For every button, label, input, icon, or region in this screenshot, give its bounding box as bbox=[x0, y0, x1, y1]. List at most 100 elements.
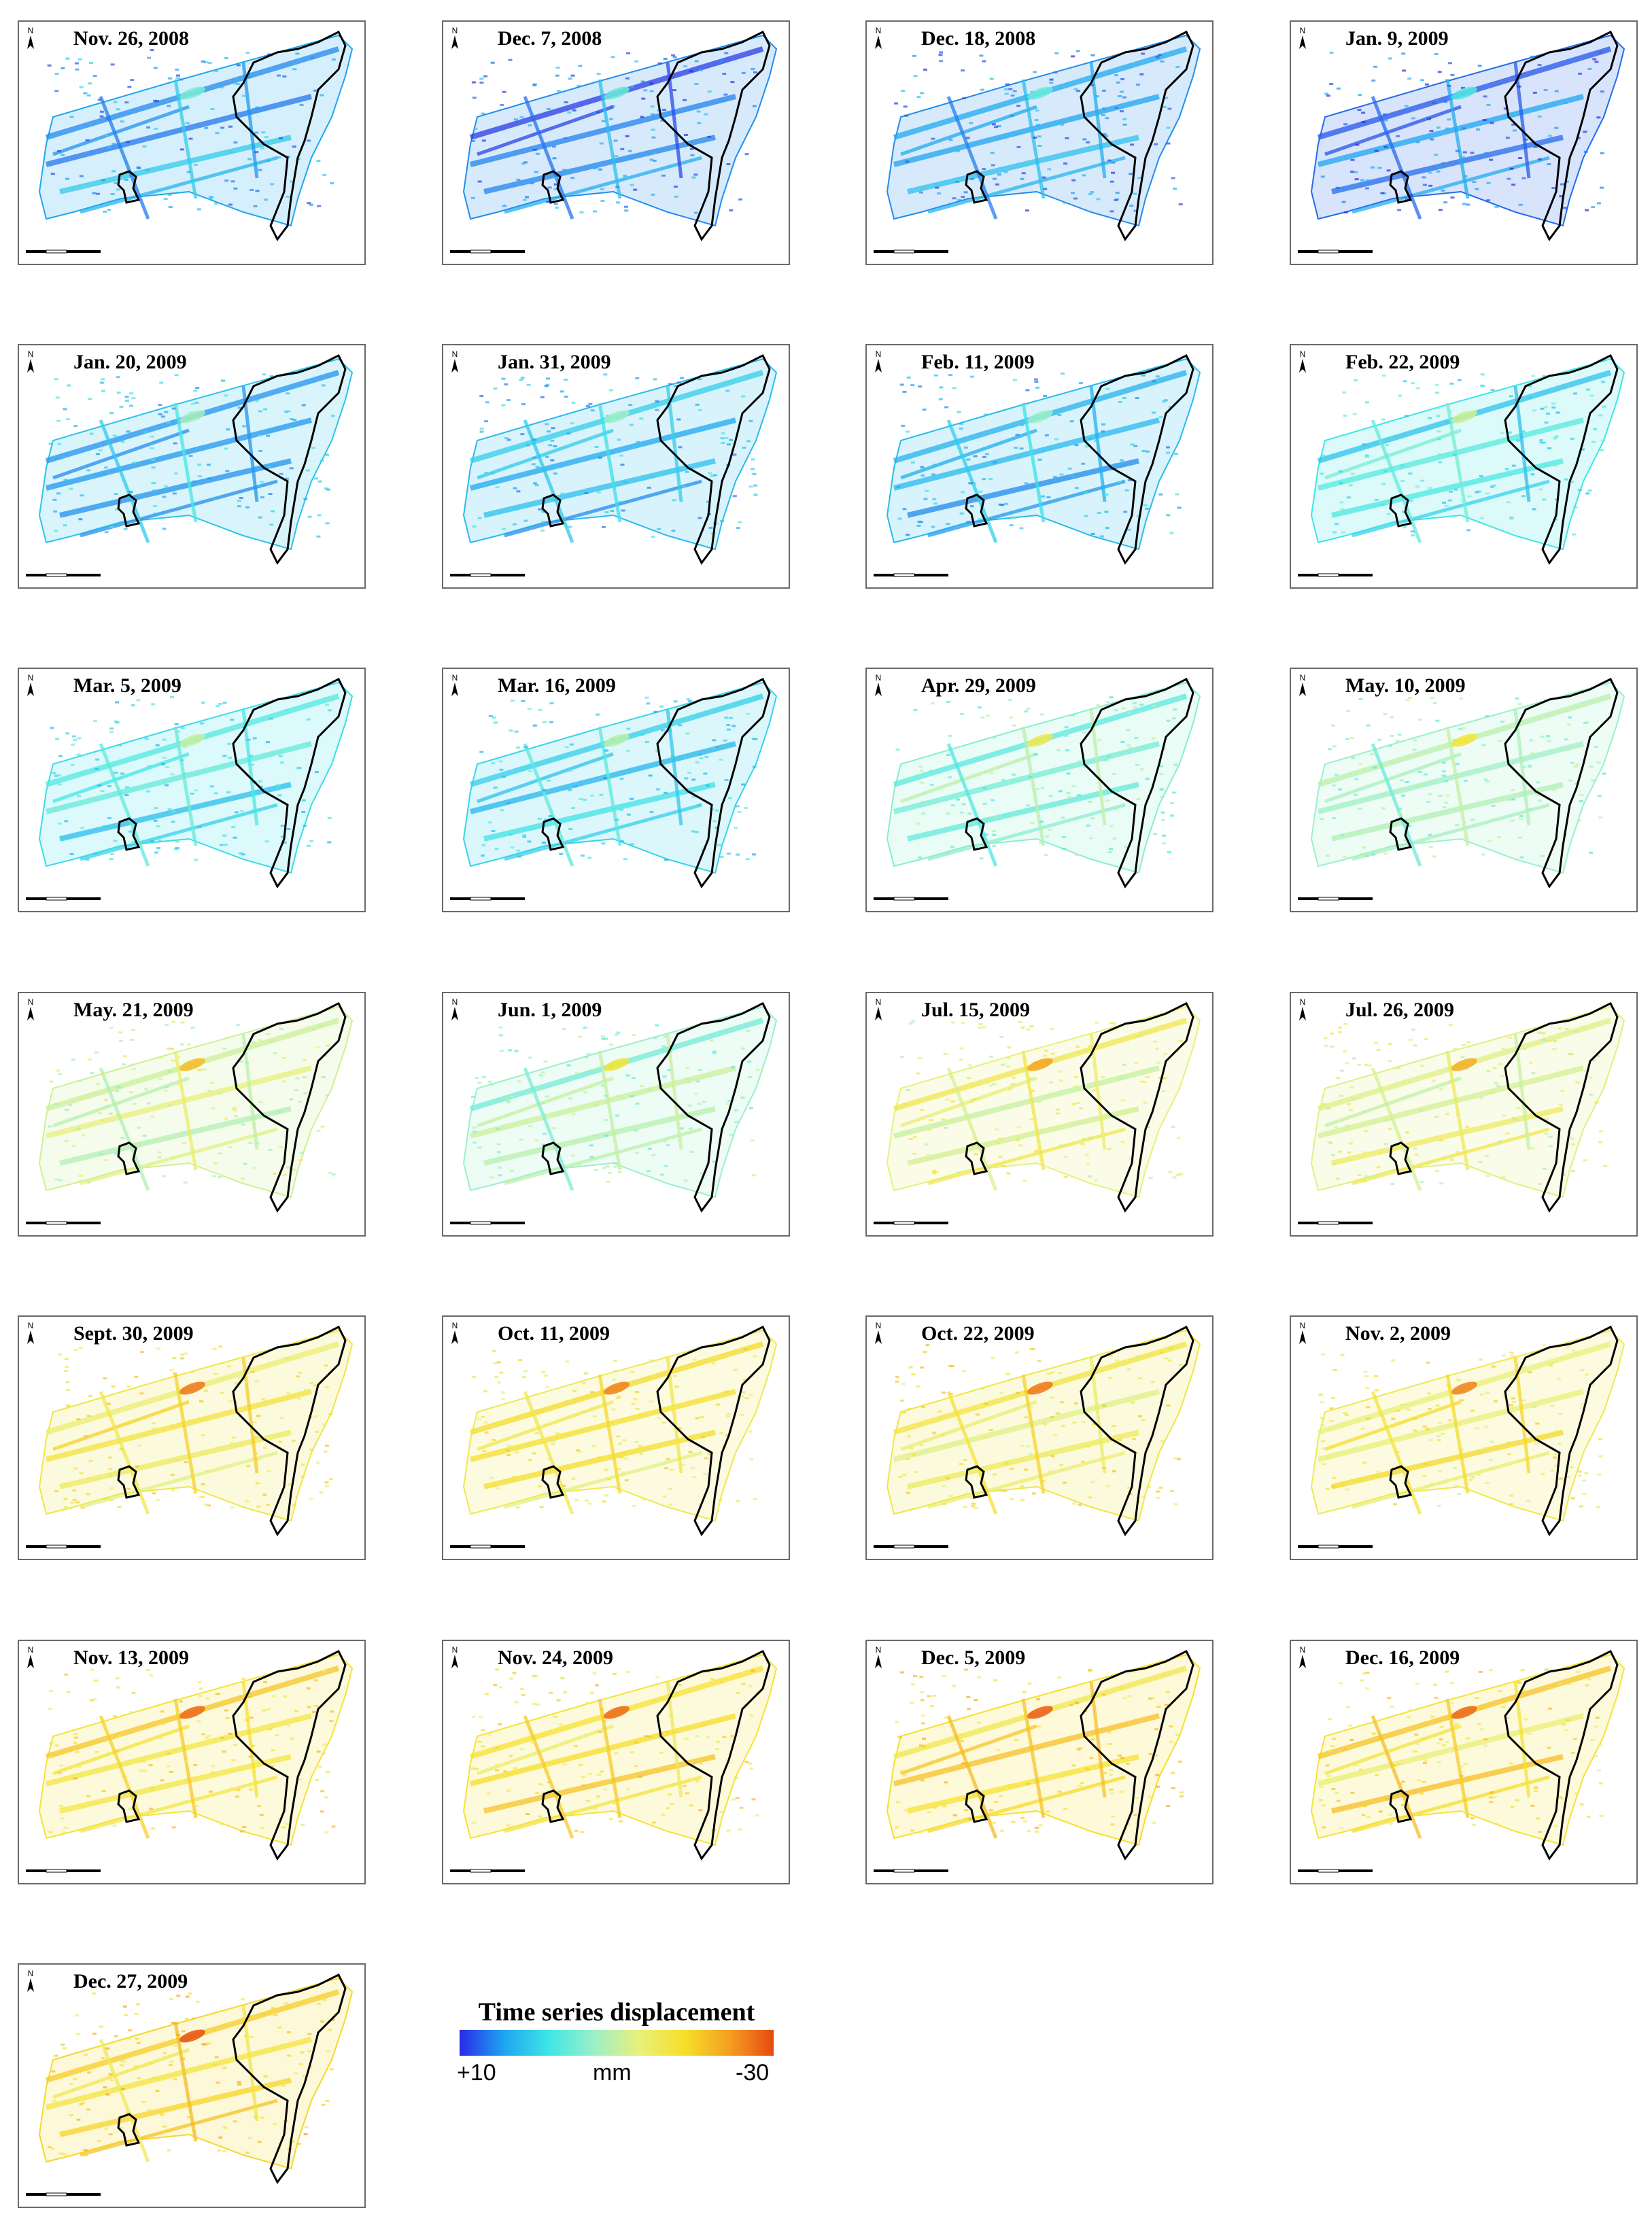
displacement-point bbox=[1322, 1826, 1326, 1829]
displacement-point bbox=[86, 1181, 91, 1184]
displacement-point bbox=[1567, 1683, 1571, 1685]
displacement-point bbox=[1345, 1748, 1349, 1750]
displacement-point bbox=[207, 464, 211, 466]
displacement-point bbox=[1364, 1175, 1369, 1177]
displacement-point bbox=[122, 1776, 127, 1778]
runway-segment bbox=[946, 1067, 998, 1191]
displacement-point bbox=[1105, 117, 1109, 120]
displacement-point bbox=[109, 1499, 114, 1502]
displacement-point bbox=[1133, 702, 1137, 704]
displacement-point bbox=[931, 1431, 936, 1434]
displacement-point bbox=[1600, 152, 1604, 154]
displacement-point bbox=[553, 1715, 557, 1718]
displacement-point bbox=[520, 1688, 524, 1691]
runway-segment bbox=[523, 1067, 574, 1191]
displacement-point bbox=[1039, 842, 1043, 844]
runway-segment bbox=[1021, 1374, 1046, 1494]
displacement-point bbox=[1537, 799, 1542, 802]
displacement-point bbox=[1034, 119, 1039, 121]
displacement-point bbox=[222, 2067, 227, 2069]
displacement-point bbox=[931, 1169, 936, 1172]
displacement-point bbox=[75, 2014, 80, 2017]
displacement-point bbox=[587, 1502, 592, 1505]
displacement-point bbox=[968, 482, 973, 485]
displacement-point bbox=[1362, 1180, 1367, 1183]
displacement-point bbox=[918, 765, 923, 768]
displacement-point bbox=[1585, 209, 1589, 211]
displacement-point bbox=[208, 1791, 213, 1793]
displacement-point bbox=[1328, 1749, 1332, 1752]
displacement-point bbox=[562, 1485, 566, 1487]
displacement-point bbox=[1553, 1040, 1557, 1043]
displacement-point bbox=[175, 840, 180, 843]
displacement-point bbox=[1575, 763, 1580, 766]
displacement-point bbox=[1126, 1823, 1131, 1826]
displacement-point bbox=[1086, 141, 1090, 143]
displacement-point bbox=[521, 1693, 526, 1696]
displacement-point bbox=[111, 1385, 116, 1387]
displacement-point bbox=[325, 1094, 329, 1097]
displacement-point bbox=[1004, 1461, 1009, 1464]
displacement-point bbox=[1109, 180, 1114, 183]
displacement-point bbox=[258, 780, 262, 782]
displacement-point bbox=[495, 1763, 499, 1766]
displacement-point bbox=[71, 1144, 76, 1147]
displacement-point bbox=[115, 1086, 120, 1088]
displacement-point bbox=[961, 1762, 965, 1765]
displacement-point bbox=[1466, 1041, 1471, 1043]
displacement-point bbox=[1020, 1445, 1025, 1447]
displacement-point bbox=[1512, 1400, 1517, 1403]
displacement-point bbox=[1123, 511, 1128, 513]
displacement-point bbox=[87, 1058, 92, 1061]
displacement-point bbox=[509, 1755, 513, 1757]
displacement-point bbox=[1357, 1174, 1362, 1176]
runway-segment bbox=[241, 62, 259, 179]
displacement-point bbox=[257, 2141, 262, 2143]
displacement-point bbox=[68, 1104, 73, 1106]
displacement-point bbox=[1485, 1481, 1490, 1484]
displacement-point bbox=[303, 498, 308, 500]
displacement-point bbox=[1547, 163, 1551, 165]
displacement-point bbox=[188, 1993, 192, 1995]
displacement-point bbox=[1341, 201, 1346, 203]
displacement-point bbox=[1524, 1718, 1528, 1721]
displacement-point bbox=[103, 1099, 108, 1101]
displacement-point bbox=[1084, 491, 1088, 494]
displacement-point bbox=[131, 397, 136, 400]
displacement-point bbox=[977, 706, 982, 709]
displacement-point bbox=[719, 1681, 724, 1684]
displacement-point bbox=[1470, 152, 1475, 154]
displacement-point bbox=[1558, 1477, 1563, 1480]
displacement-point bbox=[1583, 150, 1588, 153]
displacement-point bbox=[301, 799, 306, 801]
displacement-point bbox=[615, 186, 620, 188]
displacement-point bbox=[119, 1448, 124, 1451]
displacement-point bbox=[712, 1050, 717, 1053]
displacement-point bbox=[1105, 756, 1110, 759]
displacement-point bbox=[294, 2072, 298, 2075]
runway-segment bbox=[1324, 1076, 1462, 1128]
displacement-point bbox=[1439, 1088, 1443, 1090]
map-panel: N Dec. 5, 2009 bbox=[865, 1640, 1214, 1884]
displacement-point bbox=[1141, 1496, 1146, 1498]
displacement-point bbox=[1428, 1408, 1432, 1411]
displacement-point bbox=[609, 1043, 613, 1046]
displacement-point bbox=[1363, 1151, 1368, 1154]
displacement-point bbox=[731, 1066, 736, 1069]
displacement-point bbox=[1067, 467, 1072, 470]
displacement-point bbox=[1052, 476, 1057, 479]
displacement-point bbox=[73, 2078, 78, 2080]
displacement-point bbox=[320, 460, 324, 462]
displacement-point bbox=[503, 1770, 508, 1773]
displacement-point bbox=[899, 383, 904, 386]
displacement-point bbox=[917, 856, 922, 859]
displacement-point bbox=[966, 1708, 971, 1710]
displacement-point bbox=[1404, 105, 1409, 107]
displacement-point bbox=[649, 1400, 653, 1403]
displacement-point bbox=[1411, 106, 1416, 109]
displacement-point bbox=[1409, 500, 1413, 502]
displacement-point bbox=[1345, 1124, 1349, 1127]
displacement-point bbox=[1354, 778, 1359, 780]
runway-segment bbox=[1513, 62, 1531, 179]
runway-segment bbox=[99, 96, 150, 220]
